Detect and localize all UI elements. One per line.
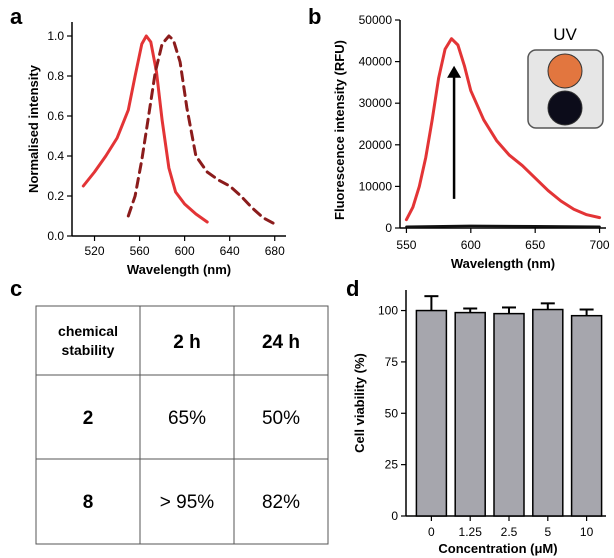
y-tick-label-d: 100 (378, 304, 398, 318)
y-tick-label-b: 10000 (359, 179, 393, 193)
table-cell: 65% (168, 408, 206, 429)
x-axis-label-a: Wavelength (nm) (127, 262, 231, 277)
table-header-24h: 24 h (262, 332, 300, 353)
panel-a: a 0.0 0.2 0.4 0.6 0.8 1.0 520 560 600 640 680 Wavel… (10, 4, 286, 277)
panel-letter-c: c (10, 276, 22, 301)
x-tick-label-d: 10 (580, 525, 594, 539)
y-tick-label-d: 75 (385, 355, 399, 369)
plot-a: 0.0 0.2 0.4 0.6 0.8 1.0 520 560 600 640 680 Wavelen… (26, 22, 286, 277)
series-line-excitation (81, 34, 209, 224)
plot-b: 0 10000 20000 30000 40000 50000 550 600 650 700 Wa… (332, 13, 610, 271)
stability-table: chemical stability 2 h 24 h 2 65% 50% 8 … (35, 305, 329, 545)
y-tick-label-d: 50 (385, 406, 399, 420)
vial-dark-icon (547, 90, 583, 126)
panel-b: b 0 10000 20000 30000 40000 50000 550 600 650 700… (308, 4, 610, 271)
table-cell: 82% (262, 492, 300, 513)
x-axis-label-b: Wavelength (nm) (451, 256, 555, 271)
y-tick-label-b: 50000 (359, 13, 393, 27)
bar (570, 314, 603, 517)
vial-holder (527, 49, 604, 129)
y-tick-label-d: 25 (385, 458, 399, 472)
y-tick-label-a: 0.8 (47, 69, 64, 83)
panel-letter-b: b (308, 4, 321, 29)
y-tick-label-b: 20000 (359, 138, 393, 152)
y-tick-label-a: 1.0 (47, 29, 64, 43)
y-tick-label-d: 0 (391, 509, 398, 523)
series-line-emission (126, 34, 277, 226)
table-header-stability: chemical (58, 323, 118, 339)
x-tick-label-d: 0 (428, 525, 435, 539)
x-tick-label-a: 520 (85, 244, 105, 258)
table-header-stability-line2: stability (62, 342, 115, 358)
table-cell: 50% (262, 408, 300, 429)
y-tick-label-a: 0.6 (47, 109, 64, 123)
arrow-up-icon (447, 65, 462, 78)
x-tick-label-d: 5 (544, 525, 551, 539)
panel-letter-a: a (10, 4, 23, 29)
x-tick-label-b: 700 (590, 238, 610, 252)
y-tick-label-b: 40000 (359, 55, 393, 69)
x-tick-label-a: 680 (265, 244, 285, 258)
x-tick-label-a: 560 (130, 244, 150, 258)
bar (415, 309, 448, 517)
series-line-fluorescent (404, 37, 602, 222)
bar (493, 312, 525, 517)
y-tick-label-a: 0.0 (47, 229, 64, 243)
y-tick-label-b: 30000 (359, 96, 393, 110)
panel-c: c chemical stability 2 h 24 h 2 65% 50% … (10, 276, 329, 545)
y-axis-label-b: Fluorescence intensity (RFU) (332, 40, 347, 220)
uv-inset: UV (527, 25, 604, 129)
y-tick-label-b: 0 (385, 221, 392, 235)
series-line-baseline (405, 224, 601, 229)
x-axis-label-d: Concentration (μM) (438, 541, 557, 556)
x-tick-label-a: 640 (220, 244, 240, 258)
y-tick-label-a: 0.4 (47, 149, 64, 163)
y-axis-label-d: Cell viability (%) (352, 353, 367, 453)
y-axis-label-a: Normalised intensity (26, 64, 41, 193)
bar (532, 308, 564, 517)
x-tick-label-d: 1.25 (459, 525, 483, 539)
table-row-label: 2 (83, 408, 94, 429)
x-tick-label-b: 650 (525, 238, 545, 252)
table-row-label: 8 (83, 492, 94, 513)
uv-label: UV (553, 25, 577, 44)
panel-d: d 0 25 50 75 100 0 1.25 2.5 5 10 Concentration (μM… (346, 276, 606, 556)
plot-d: 0 25 50 75 100 0 1.25 2.5 5 10 Concentration (μM) C… (352, 290, 606, 556)
x-tick-label-a: 600 (175, 244, 195, 258)
x-tick-label-b: 550 (396, 238, 416, 252)
x-tick-label-d: 2.5 (501, 525, 518, 539)
table-header-2h: 2 h (173, 332, 200, 353)
vial-fluorescent-icon (547, 53, 583, 89)
bar (454, 311, 486, 517)
y-tick-label-a: 0.2 (47, 189, 64, 203)
table-cell: > 95% (160, 492, 215, 513)
panel-letter-d: d (346, 276, 359, 301)
x-tick-label-b: 600 (461, 238, 481, 252)
